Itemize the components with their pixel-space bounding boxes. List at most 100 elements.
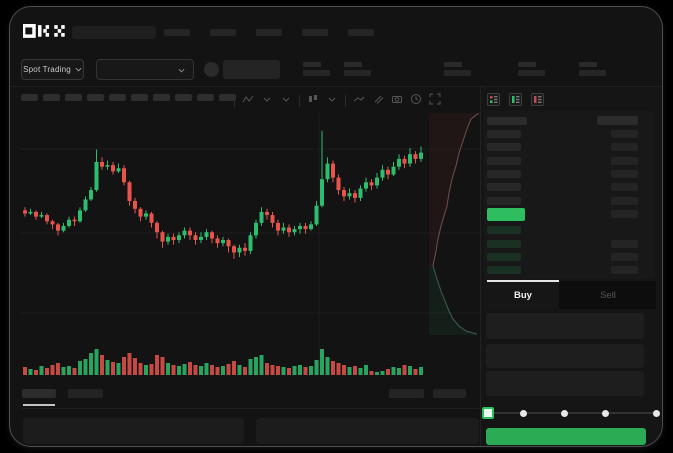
bottom-action-placeholder[interactable] — [389, 389, 424, 398]
bottom-tab[interactable] — [68, 389, 103, 398]
ask-row[interactable] — [481, 128, 662, 140]
ask-row[interactable] — [481, 195, 662, 207]
ticker-stat-value — [444, 70, 471, 76]
app-window: Spot Trading Buy Sell — [9, 6, 663, 447]
clock-icon[interactable] — [410, 92, 422, 110]
book-split-view-icon[interactable] — [487, 93, 500, 106]
ask-row[interactable] — [481, 181, 662, 193]
ask-amount-placeholder — [611, 183, 638, 191]
timeframe-button[interactable] — [109, 94, 126, 101]
slider-stop[interactable] — [601, 409, 609, 417]
chevron-down-icon[interactable] — [280, 92, 292, 110]
slider-stop[interactable] — [652, 409, 660, 417]
okx-logo[interactable] — [21, 23, 67, 44]
bid-amount-placeholder — [611, 266, 638, 274]
nav-item[interactable] — [348, 29, 374, 36]
ask-amount-placeholder — [611, 197, 638, 205]
pair-name-placeholder — [223, 60, 280, 79]
price-chart[interactable] — [21, 107, 481, 381]
line-icon[interactable] — [353, 92, 365, 110]
ask-row[interactable] — [481, 168, 662, 180]
timeframe-button[interactable] — [87, 94, 104, 101]
bottom-input-panel[interactable] — [23, 418, 244, 444]
tab-sell[interactable] — [559, 281, 656, 309]
active-tab-indicator — [487, 280, 559, 282]
tab-buy[interactable] — [481, 281, 559, 309]
ask-amount-placeholder — [611, 157, 638, 165]
tab-buy-label[interactable]: Buy — [514, 290, 532, 301]
bid-row[interactable] — [481, 264, 662, 276]
ticker-stat — [344, 62, 371, 76]
bottom-action-placeholder[interactable] — [433, 389, 466, 398]
bottom-input-panel[interactable] — [256, 418, 479, 444]
ask-price-placeholder — [487, 157, 521, 165]
slider-handle[interactable] — [482, 407, 494, 419]
ask-amount-placeholder — [611, 143, 638, 151]
timeframe-button[interactable] — [21, 94, 38, 101]
ask-price-placeholder — [487, 170, 521, 178]
nav-item[interactable] — [256, 29, 282, 36]
order-input-field[interactable] — [486, 371, 644, 396]
chevron-down-icon[interactable] — [261, 92, 273, 110]
bottom-tab-underline — [23, 404, 55, 406]
bid-row[interactable] — [481, 251, 662, 263]
ask-row[interactable] — [481, 155, 662, 167]
timeframe-button[interactable] — [43, 94, 60, 101]
chevron-down-icon[interactable] — [326, 92, 338, 110]
chevron-down-icon — [75, 67, 82, 72]
order-input-field[interactable] — [486, 344, 644, 368]
ticker-stat — [444, 62, 471, 76]
ticker-stat — [518, 62, 545, 76]
tab-sell-label[interactable]: Sell — [600, 290, 616, 301]
toolbar-separator — [299, 95, 300, 107]
ask-price-placeholder — [487, 183, 521, 191]
orderbook-panel — [484, 111, 655, 279]
ask-row[interactable] — [481, 141, 662, 153]
zigzag-icon[interactable] — [242, 92, 254, 110]
timeframe-button[interactable] — [197, 94, 214, 101]
slider-stop[interactable] — [519, 409, 527, 417]
pair-coin-avatar — [204, 62, 219, 77]
candles-icon[interactable] — [307, 92, 319, 110]
chevron-down-icon — [178, 68, 185, 73]
ask-price-placeholder — [487, 143, 521, 151]
ticker-stat-value — [344, 70, 371, 76]
bottom-tab-active[interactable] — [22, 389, 56, 398]
order-input-field[interactable] — [486, 313, 644, 339]
ticker-stat-value — [303, 70, 330, 76]
timeframe-button[interactable] — [175, 94, 192, 101]
search-placeholder[interactable] — [72, 26, 156, 39]
ticker-stat-label — [444, 62, 462, 67]
pair-dropdown[interactable] — [96, 59, 194, 80]
timeframe-button[interactable] — [219, 94, 236, 101]
bid-amount-placeholder — [611, 240, 638, 248]
slider-stop[interactable] — [560, 409, 568, 417]
timeframe-button[interactable] — [65, 94, 82, 101]
bid-price-placeholder — [487, 226, 521, 234]
nav-item[interactable] — [210, 29, 236, 36]
timeframe-button[interactable] — [153, 94, 170, 101]
last-amount-placeholder — [611, 210, 638, 218]
last-price-badge[interactable] — [487, 208, 525, 221]
ticker-stat-label — [518, 62, 536, 67]
ticker-stat-label — [303, 62, 321, 67]
amount-slider-track[interactable] — [488, 412, 656, 414]
bid-row[interactable] — [481, 224, 662, 236]
camera-icon[interactable] — [391, 92, 403, 110]
ticker-stat-value — [579, 70, 606, 76]
book-bids-view-icon[interactable] — [509, 93, 522, 106]
buy-submit-button[interactable] — [486, 428, 646, 445]
pencil-icon[interactable] — [372, 92, 384, 110]
ticker-stat-label — [579, 62, 597, 67]
expand-icon[interactable] — [429, 92, 441, 110]
bid-row[interactable] — [481, 238, 662, 250]
market-type-selector[interactable]: Spot Trading — [21, 59, 84, 80]
toolbar-separator — [234, 95, 235, 107]
bid-price-placeholder — [487, 266, 521, 274]
timeframe-button[interactable] — [131, 94, 148, 101]
book-asks-view-icon[interactable] — [531, 93, 544, 106]
ticker-stat — [579, 62, 606, 76]
orderbook-header-price — [487, 117, 527, 125]
nav-item[interactable] — [164, 29, 190, 36]
nav-item[interactable] — [302, 29, 328, 36]
